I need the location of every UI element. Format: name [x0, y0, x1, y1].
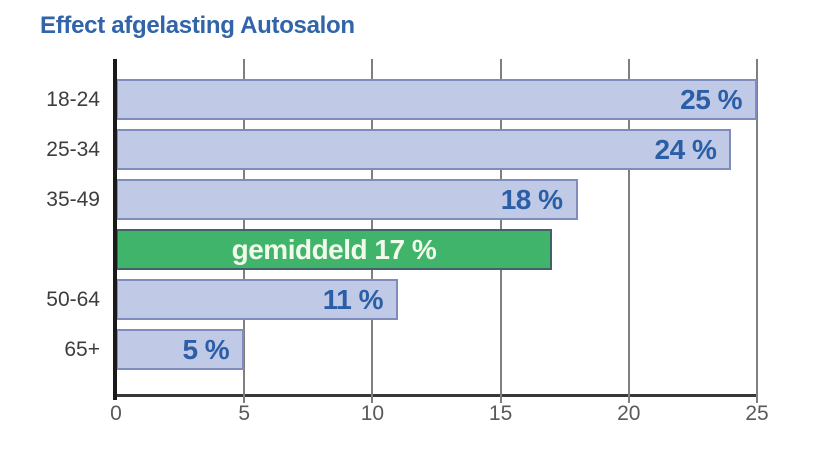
- value-label: 11 %: [322, 283, 384, 315]
- x-tick-label: 25: [745, 402, 769, 425]
- bar: 5 %: [116, 329, 245, 370]
- chart-title: Effect afgelasting Autosalon: [40, 12, 355, 39]
- bar-row: 35-49 18 %: [46, 179, 757, 220]
- y-axis-line: [113, 59, 117, 400]
- x-tick-label: 5: [238, 402, 251, 425]
- gridline: [627, 59, 630, 403]
- x-tick-label: 20: [617, 402, 641, 425]
- gridline: [756, 59, 758, 403]
- bar: 11 %: [116, 279, 399, 320]
- category-label: 50-64: [46, 287, 100, 311]
- x-axis-ticks: 0 5 10 15 20 25: [110, 402, 769, 430]
- category-label: 25-34: [46, 137, 100, 161]
- x-tick-label: 0: [110, 402, 122, 425]
- bar-row: gemiddeld 17 %: [116, 229, 757, 270]
- x-tick-label: 10: [360, 402, 385, 425]
- average-bar: gemiddeld 17 %: [116, 229, 552, 270]
- category-label: 18-24: [46, 87, 100, 111]
- value-label: 18 %: [500, 183, 563, 215]
- bar-rows: 18-24 25 % 25-34 24 % 35-49 18 % gemiddeld 17 …: [46, 59, 757, 394]
- x-tick-label: 15: [488, 402, 513, 425]
- bar: 18 %: [116, 179, 578, 220]
- bar-row: 65+ 5 %: [64, 329, 757, 370]
- plot-area: 18-24 25 % 25-34 24 % 35-49 18 % gemiddeld 17 …: [46, 59, 758, 403]
- value-label: 5 %: [182, 333, 230, 365]
- average-value-label: gemiddeld 17 %: [231, 233, 437, 265]
- bar-row: 25-34 24 %: [46, 129, 757, 170]
- bar-row: 50-64 11 %: [46, 279, 757, 320]
- bar: 24 %: [116, 129, 732, 170]
- value-label: 24 %: [654, 133, 717, 165]
- bar: 25 %: [116, 79, 757, 120]
- category-label: 35-49: [46, 187, 100, 211]
- bar-row: 18-24 25 %: [46, 79, 757, 120]
- value-label: 25 %: [680, 83, 742, 115]
- category-label: 65+: [64, 337, 100, 361]
